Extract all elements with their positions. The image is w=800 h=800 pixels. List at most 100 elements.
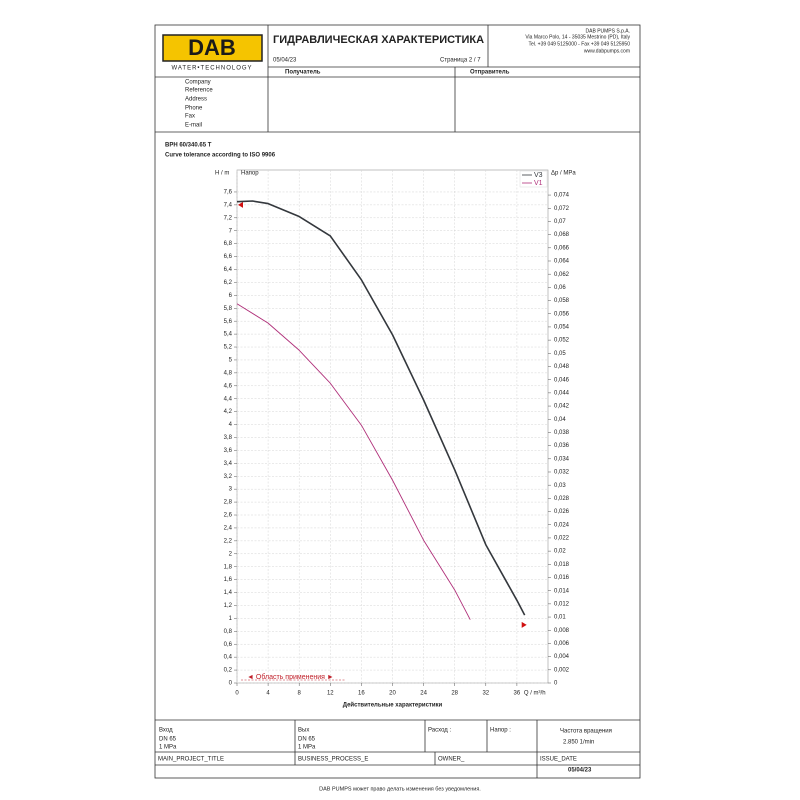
field: Reference bbox=[185, 88, 213, 94]
y-tick-label: 5,8 bbox=[224, 306, 233, 312]
y2-tick-label: 0,038 bbox=[554, 430, 570, 436]
y-axis-label: H / m bbox=[215, 171, 229, 177]
y-tick-label: 3 bbox=[229, 487, 233, 493]
x-tick-label: 32 bbox=[482, 691, 489, 697]
y-tick-label: 2,2 bbox=[224, 538, 233, 544]
y-tick-label: 7 bbox=[229, 228, 233, 234]
footer-text: Вых bbox=[298, 728, 309, 734]
x-tick-label: 12 bbox=[327, 691, 334, 697]
y2-tick-label: 0,036 bbox=[554, 443, 570, 449]
y-tick-label: 7,4 bbox=[224, 202, 233, 208]
company-line: Via Marco Polo, 14 - 35035 Mestrino (PD)… bbox=[525, 34, 630, 40]
y-tick-label: 5,6 bbox=[224, 319, 233, 325]
legend-entry: V1 bbox=[534, 180, 543, 187]
notice: DAB PUMPS может право делать изменения б… bbox=[319, 786, 481, 792]
y2-tick-label: 0,07 bbox=[554, 219, 566, 225]
footer-text: OWNER_ bbox=[438, 757, 465, 763]
range-label: ◄ Область применения ► bbox=[247, 673, 334, 681]
y-tick-label: 1 bbox=[229, 616, 233, 622]
y2-tick-label: 0,01 bbox=[554, 615, 566, 621]
curve bbox=[236, 303, 471, 620]
y-tick-label: 4,4 bbox=[224, 396, 233, 402]
y2-tick-label: 0,02 bbox=[554, 549, 566, 555]
y2-tick-label: 0 bbox=[554, 681, 558, 687]
y2-tick-label: 0,014 bbox=[554, 588, 570, 594]
y-tick-label: 0,8 bbox=[224, 629, 233, 635]
y2-tick-label: 0,052 bbox=[554, 338, 570, 344]
y2-tick-label: 0,008 bbox=[554, 628, 570, 634]
field: Address bbox=[185, 97, 207, 103]
y2-tick-label: 0,05 bbox=[554, 351, 566, 357]
y-tick-label: 0,4 bbox=[224, 655, 233, 661]
y-tick-label: 6,2 bbox=[224, 280, 233, 286]
y2-tick-label: 0,016 bbox=[554, 575, 570, 581]
date: 05/04/23 bbox=[273, 58, 297, 64]
y-tick-label: 6,6 bbox=[224, 254, 233, 260]
y-tick-label: 7,2 bbox=[224, 215, 233, 221]
y2-tick-label: 0,058 bbox=[554, 298, 570, 304]
y2-tick-label: 0,064 bbox=[554, 259, 570, 265]
field: E-mail bbox=[185, 123, 202, 129]
y2-tick-label: 0,012 bbox=[554, 601, 570, 607]
footer-text: BUSINESS_PROCESS_E bbox=[298, 757, 368, 763]
y2-tick-label: 0,062 bbox=[554, 272, 570, 278]
y2-tick-label: 0,03 bbox=[554, 483, 566, 489]
x-tick-label: 28 bbox=[451, 691, 458, 697]
x-tick-label: 24 bbox=[420, 691, 427, 697]
y-tick-label: 0 bbox=[229, 681, 233, 687]
y-tick-label: 2,6 bbox=[224, 513, 233, 519]
y-tick-label: 4,6 bbox=[224, 383, 233, 389]
y-tick-label: 5,4 bbox=[224, 332, 233, 338]
y-tick-label: 4,8 bbox=[224, 370, 233, 376]
y-tick-label: 4,2 bbox=[224, 409, 233, 415]
y2-axis-label: Δp / MPa bbox=[551, 171, 576, 177]
y2-tick-label: 0,048 bbox=[554, 364, 570, 370]
marker bbox=[238, 201, 243, 208]
y2-tick-label: 0,066 bbox=[554, 245, 570, 251]
x-tick-label: 20 bbox=[389, 691, 396, 697]
chart: 0 0,2 0,4 0,6 0,8 1 1,2 1,4 1,6 1,8 2 2,2 2,4 2,6 2,8 3… bbox=[215, 169, 576, 709]
logo: DAB bbox=[188, 35, 236, 60]
y-tick-label: 0,6 bbox=[224, 642, 233, 648]
y-tick-label: 1,2 bbox=[224, 603, 233, 609]
y2-tick-label: 0,044 bbox=[554, 390, 570, 396]
footer-text: DN 65 bbox=[298, 737, 316, 743]
legend-entry: V3 bbox=[534, 172, 543, 179]
marker bbox=[521, 621, 527, 628]
y-tick-label: 6 bbox=[229, 293, 233, 299]
field: Fax bbox=[185, 114, 195, 120]
y2-tick-label: 0,028 bbox=[554, 496, 570, 502]
y-tick-label: 5,2 bbox=[224, 345, 233, 351]
y-tick-label: 1,6 bbox=[224, 577, 233, 583]
field: Company bbox=[185, 80, 211, 86]
footer-text: MAIN_PROJECT_TITLE bbox=[158, 757, 224, 763]
footer-text: Частота вращения bbox=[560, 729, 612, 735]
y2-tick-label: 0,022 bbox=[554, 536, 570, 542]
y-tick-label: 2 bbox=[229, 551, 233, 557]
y2-tick-label: 0,06 bbox=[554, 285, 566, 291]
y-tick-label: 3,6 bbox=[224, 448, 233, 454]
footer-text: 2.850 1/min bbox=[563, 740, 594, 746]
y-tick-label: 6,4 bbox=[224, 267, 233, 273]
curve bbox=[236, 200, 526, 616]
company-line: www.dabpumps.com bbox=[584, 48, 630, 54]
y2-tick-label: 0,004 bbox=[554, 654, 570, 660]
recipient: Получатель bbox=[285, 70, 321, 76]
tolerance: Curve tolerance according to ISO 9906 bbox=[165, 153, 276, 159]
y2-tick-label: 0,034 bbox=[554, 456, 570, 462]
x-unit: Q / m³/h bbox=[524, 691, 546, 697]
x-tick-label: 0 bbox=[235, 691, 239, 697]
y-tick-label: 3,8 bbox=[224, 435, 233, 441]
x-tick-label: 8 bbox=[298, 691, 302, 697]
y2-tick-label: 0,068 bbox=[554, 232, 570, 238]
x-tick-label: 16 bbox=[358, 691, 365, 697]
y-tick-label: 2,8 bbox=[224, 500, 233, 506]
y2-tick-label: 0,018 bbox=[554, 562, 570, 568]
y-tick-label: 0,2 bbox=[224, 668, 233, 674]
y2-tick-label: 0,006 bbox=[554, 641, 570, 647]
field: Phone bbox=[185, 106, 203, 112]
y-tick-label: 6,8 bbox=[224, 241, 233, 247]
page-number: Страница 2 / 7 bbox=[440, 58, 481, 64]
x-tick-label: 4 bbox=[266, 691, 270, 697]
y2-tick-label: 0,04 bbox=[554, 417, 566, 423]
